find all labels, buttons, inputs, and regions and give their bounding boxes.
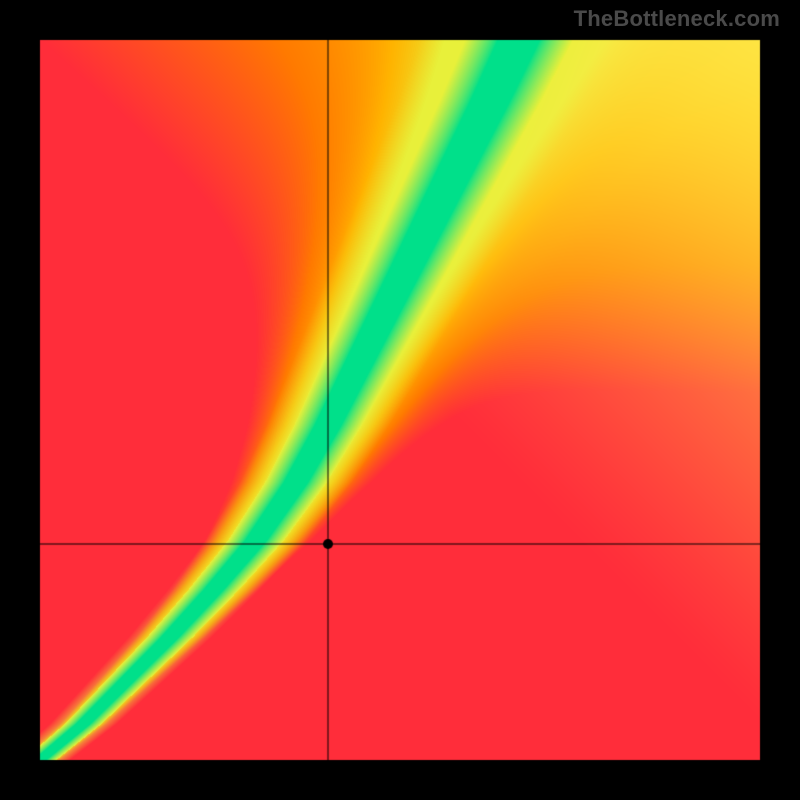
chart-container: { "watermark": { "text": "TheBottleneck.… bbox=[0, 0, 800, 800]
watermark-text: TheBottleneck.com bbox=[574, 6, 780, 32]
bottleneck-heatmap bbox=[0, 0, 800, 800]
